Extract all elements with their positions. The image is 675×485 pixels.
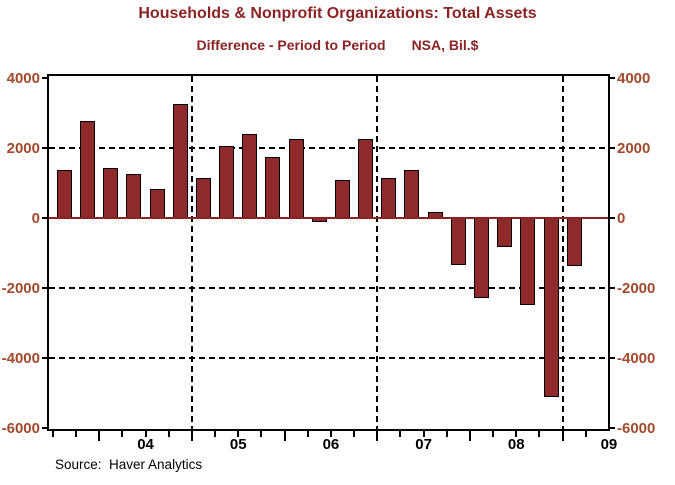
x-tick-quarter <box>584 431 587 437</box>
x-tick-quarter <box>353 431 356 437</box>
x-tick-quarter <box>399 431 402 437</box>
bar-2004Q3 <box>149 188 165 218</box>
y-axis-label-left-4000: 4000 <box>6 69 40 87</box>
x-tick-year <box>561 431 564 441</box>
bar-2008Q1 <box>474 218 489 298</box>
y-tick-left-0 <box>42 217 49 219</box>
x-axis-label-07: 07 <box>415 436 432 453</box>
x-tick-quarter <box>422 431 425 437</box>
bar-2006Q3 <box>334 179 350 218</box>
bar-2005Q4 <box>265 157 281 218</box>
x-tick-year <box>190 431 193 441</box>
y-tick-left--2000 <box>42 287 49 289</box>
x-tick-quarter <box>260 431 263 437</box>
bar-2005Q3 <box>242 134 258 218</box>
bar-2007Q1 <box>381 178 397 218</box>
bar-2008Q4 <box>543 218 559 397</box>
x-tick-year <box>468 431 471 441</box>
y-tick-left-4000 <box>42 77 49 79</box>
zero-line <box>49 217 608 219</box>
x-tick-quarter <box>75 431 78 437</box>
bar-2007Q4 <box>450 218 466 265</box>
x-axis-label-09: 09 <box>600 436 618 453</box>
chart-subtitle: Difference - Period to Period NSA, Bil.$ <box>0 37 675 53</box>
y-axis-label-right--2000: -2000 <box>617 279 656 297</box>
bar-2006Q4 <box>358 138 374 218</box>
source-note: Source: Haver Analytics <box>55 457 203 472</box>
bar-2005Q1 <box>195 177 211 218</box>
bar-2004Q1 <box>103 167 119 218</box>
gridline-h-2000 <box>49 147 608 149</box>
y-axis-label-right-2000: 2000 <box>617 139 651 157</box>
y-axis-label-right--4000: -4000 <box>617 349 656 367</box>
x-tick-year <box>283 431 286 441</box>
gridline-h--4000 <box>49 357 608 359</box>
y-tick-right--6000 <box>608 427 615 429</box>
x-tick-quarter <box>306 431 309 437</box>
bar-2003Q3 <box>56 170 72 218</box>
bar-2006Q1 <box>288 138 304 218</box>
gridline-v-2009 <box>561 76 564 429</box>
x-tick-quarter <box>237 431 240 437</box>
gridline-h--2000 <box>49 287 608 289</box>
bar-2005Q2 <box>219 145 235 218</box>
y-tick-right--4000 <box>608 357 615 359</box>
bar-2004Q2 <box>126 173 142 218</box>
x-tick-quarter <box>445 431 448 437</box>
subtitle-measure: Difference - Period to Period <box>196 37 386 53</box>
x-tick-quarter <box>329 431 332 437</box>
y-tick-right-4000 <box>608 77 615 79</box>
bar-2004Q4 <box>172 103 188 218</box>
y-axis-label-right-4000: 4000 <box>617 69 651 87</box>
chart-title: Households & Nonprofit Organizations: To… <box>138 5 537 22</box>
y-tick-left-2000 <box>42 147 49 149</box>
x-axis-label-04: 04 <box>137 436 154 453</box>
bar-2003Q4 <box>80 121 96 218</box>
x-tick-quarter <box>538 431 541 437</box>
x-tick-quarter <box>167 431 170 437</box>
y-tick-right--2000 <box>608 287 615 289</box>
x-axis-label-05: 05 <box>229 436 247 453</box>
gridline-v-2007 <box>376 76 379 429</box>
bar-2009Q1 <box>566 218 582 266</box>
y-tick-right-0 <box>608 217 615 219</box>
x-tick-year <box>376 431 379 441</box>
y-axis-label-left-2000: 2000 <box>6 139 40 157</box>
y-axis-label-left--2000: -2000 <box>1 279 40 297</box>
bar-2008Q2 <box>497 218 513 247</box>
y-tick-left--6000 <box>42 427 49 429</box>
x-tick-quarter <box>144 431 147 437</box>
y-axis-label-left--4000: -4000 <box>1 349 40 367</box>
y-axis-label-left-0: 0 <box>31 209 40 227</box>
bar-2007Q2 <box>404 170 420 218</box>
y-tick-left--4000 <box>42 357 49 359</box>
y-axis-label-left--6000: -6000 <box>1 419 40 437</box>
y-axis-label-right-0: 0 <box>617 209 626 227</box>
x-tick-quarter <box>121 431 124 437</box>
subtitle-units: NSA, Bil.$ <box>411 37 479 53</box>
y-axis-label-right--6000: -6000 <box>617 419 656 437</box>
x-tick-quarter <box>515 431 518 437</box>
x-tick-year <box>98 431 101 441</box>
y-tick-right-2000 <box>608 147 615 149</box>
x-tick-quarter <box>214 431 217 437</box>
x-tick-quarter <box>492 431 495 437</box>
plot-frame <box>47 74 610 431</box>
bar-2008Q3 <box>520 218 536 306</box>
x-axis-label-08: 08 <box>507 436 525 453</box>
x-axis-label-06: 06 <box>322 436 340 453</box>
x-tick-quarter <box>51 431 54 437</box>
gridline-v-2005 <box>190 76 193 429</box>
